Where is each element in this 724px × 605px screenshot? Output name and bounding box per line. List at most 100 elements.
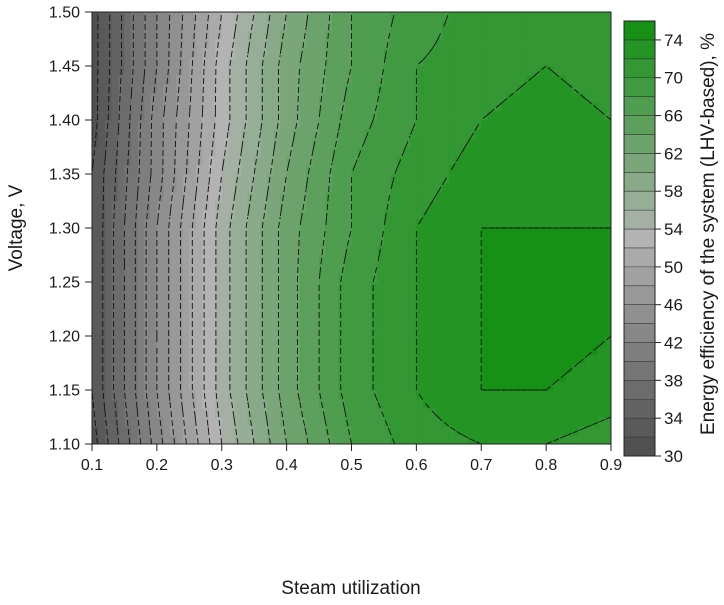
heatmap-cell — [195, 165, 203, 175]
heatmap-cell — [455, 174, 463, 184]
heatmap-cell — [591, 417, 599, 427]
heatmap-cell — [280, 147, 288, 157]
heatmap-cell — [442, 183, 450, 193]
heatmap-cell — [273, 291, 281, 301]
heatmap-cell — [481, 93, 489, 103]
heatmap-cell — [156, 246, 164, 256]
heatmap-cell — [104, 291, 113, 301]
heatmap-cell — [202, 363, 210, 373]
heatmap-cell — [143, 201, 151, 211]
heatmap-cell — [293, 12, 301, 22]
heatmap-cell — [195, 129, 203, 139]
heatmap-cell — [312, 48, 320, 58]
heatmap-cell — [533, 12, 541, 22]
heatmap-cell — [176, 156, 184, 166]
heatmap-cell — [539, 291, 547, 301]
heatmap-cell — [520, 345, 528, 355]
heatmap-cell — [442, 399, 450, 409]
heatmap-cell — [124, 111, 132, 121]
heatmap-cell — [332, 363, 340, 373]
heatmap-cell — [533, 75, 541, 85]
heatmap-cell — [585, 408, 593, 418]
heatmap-cell — [293, 30, 301, 40]
heatmap-cell — [202, 138, 210, 148]
heatmap-cell — [208, 264, 216, 274]
heatmap-cell — [448, 381, 456, 391]
heatmap-cell — [260, 192, 268, 202]
y-tick-label: 1.45 — [49, 59, 80, 76]
heatmap-cell — [299, 417, 307, 427]
heatmap-cell — [383, 75, 392, 85]
heatmap-cell — [130, 75, 139, 85]
colorbar-band — [624, 285, 655, 306]
heatmap-cell — [111, 426, 119, 436]
heatmap-cell — [585, 39, 593, 49]
heatmap-cell — [104, 210, 113, 220]
heatmap-cell — [306, 84, 314, 94]
heatmap-cell — [507, 291, 515, 301]
heatmap-cell — [92, 48, 100, 58]
heatmap-cell — [591, 57, 599, 67]
heatmap-cell — [111, 201, 119, 211]
heatmap-cell — [319, 435, 327, 444]
heatmap-cell — [396, 210, 404, 220]
heatmap-cell — [396, 417, 404, 427]
heatmap-cell — [513, 102, 521, 112]
heatmap-cell — [163, 93, 171, 103]
heatmap-cell — [130, 246, 139, 256]
heatmap-cell — [533, 30, 541, 40]
heatmap-cell — [182, 390, 190, 400]
heatmap-cell — [338, 327, 346, 337]
heatmap-cell — [215, 219, 223, 229]
heatmap-cell — [461, 219, 469, 229]
heatmap-cell — [429, 12, 437, 22]
heatmap-cell — [280, 201, 288, 211]
heatmap-cell — [215, 129, 223, 139]
heatmap-cell — [455, 165, 463, 175]
colorbar-band — [624, 418, 655, 438]
heatmap-cell — [241, 111, 249, 121]
heatmap-cell — [111, 138, 119, 148]
heatmap-cell — [507, 399, 515, 409]
heatmap-cell — [546, 138, 554, 148]
heatmap-cell — [448, 273, 456, 283]
heatmap-cell — [150, 156, 158, 166]
heatmap-cell — [137, 93, 145, 103]
heatmap-cell — [357, 93, 366, 103]
heatmap-cell — [332, 282, 340, 292]
heatmap-cell — [254, 102, 262, 112]
heatmap-cell — [435, 57, 443, 67]
heatmap-cell — [604, 48, 611, 58]
heatmap-cell — [241, 372, 249, 382]
heatmap-cell — [345, 201, 353, 211]
heatmap-cell — [137, 147, 145, 157]
heatmap-cell — [117, 426, 126, 436]
heatmap-cell — [377, 102, 385, 112]
heatmap-cell — [143, 39, 151, 49]
heatmap-cell — [604, 237, 611, 247]
heatmap-cell — [448, 237, 456, 247]
heatmap-cell — [598, 84, 606, 94]
heatmap-cell — [189, 75, 197, 85]
heatmap-cell — [396, 84, 404, 94]
heatmap-cell — [474, 309, 482, 319]
heatmap-cell — [520, 408, 528, 418]
heatmap-cell — [156, 408, 164, 418]
heatmap-cell — [176, 309, 184, 319]
heatmap-cell — [513, 201, 521, 211]
heatmap-cell — [130, 156, 139, 166]
heatmap-cell — [130, 39, 139, 49]
heatmap-cell — [357, 30, 366, 40]
heatmap-cell — [357, 363, 366, 373]
heatmap-cell — [416, 435, 424, 444]
heatmap-cell — [403, 210, 411, 220]
heatmap-cell — [273, 273, 281, 283]
heatmap-cell — [429, 318, 437, 328]
heatmap-cell — [578, 12, 586, 22]
heatmap-cell — [254, 156, 262, 166]
heatmap-cell — [124, 57, 132, 67]
heatmap-cell — [416, 39, 424, 49]
heatmap-cell — [312, 183, 320, 193]
heatmap-cell — [533, 246, 541, 256]
heatmap-cell — [455, 336, 463, 346]
